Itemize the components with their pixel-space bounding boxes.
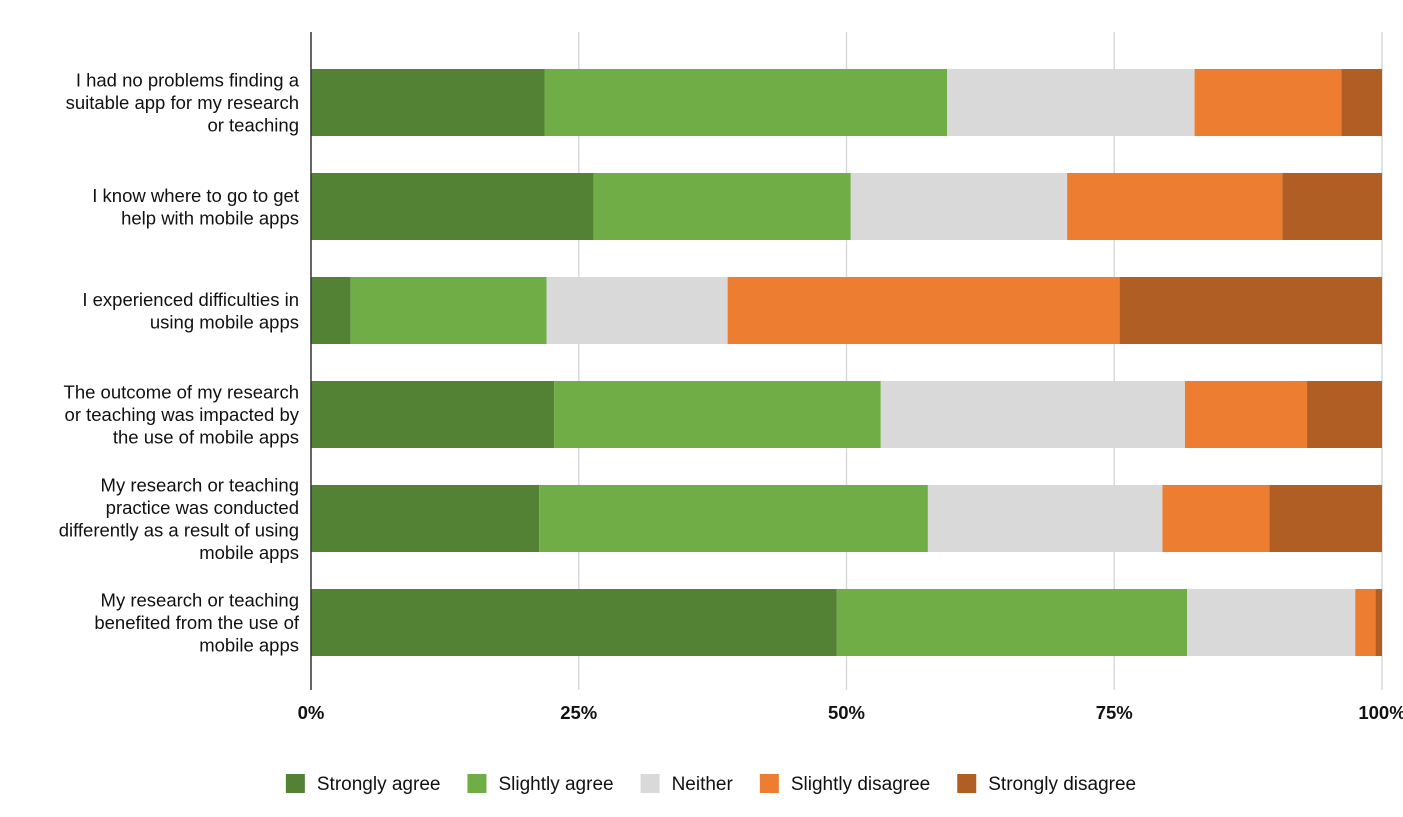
bar-segment bbox=[311, 589, 837, 656]
bar-segment bbox=[539, 485, 928, 552]
bar-segment bbox=[1375, 589, 1382, 656]
bar-segment bbox=[880, 381, 1185, 448]
category-label: I know where to go to get help with mobil… bbox=[92, 185, 299, 229]
x-tick-label: 75% bbox=[1096, 702, 1133, 723]
legend-item: Slightly disagree bbox=[759, 774, 930, 795]
x-axis-tick-labels: 0% 25% 50% 75% 100% bbox=[298, 702, 1403, 723]
category-label: My research or teaching benefited from th… bbox=[94, 590, 300, 656]
bar-segment bbox=[1119, 277, 1382, 344]
legend-swatch bbox=[957, 774, 977, 793]
legend-item: Strongly agree bbox=[285, 774, 441, 795]
bar-segment bbox=[593, 173, 851, 240]
category-label: The outcome of my research or teaching wa… bbox=[64, 382, 300, 448]
legend-label: Slightly agree bbox=[498, 774, 613, 795]
bar-segment bbox=[1269, 485, 1382, 552]
legend-label: Strongly agree bbox=[317, 774, 441, 795]
x-tick-label: 50% bbox=[828, 702, 865, 723]
category-label: I had no problems finding a suitable app … bbox=[66, 70, 300, 136]
bar-segment bbox=[554, 381, 881, 448]
x-tick-label: 100% bbox=[1358, 702, 1403, 723]
legend-item: Strongly disagree bbox=[957, 774, 1136, 795]
bar-segment bbox=[1307, 381, 1382, 448]
legend-swatch bbox=[640, 774, 660, 793]
x-tick-label: 0% bbox=[298, 702, 325, 723]
bar-segment bbox=[1341, 69, 1382, 136]
bar-segment bbox=[1187, 589, 1356, 656]
bar-segment bbox=[927, 485, 1163, 552]
legend-label: Neither bbox=[672, 774, 734, 795]
bar-segment bbox=[836, 589, 1188, 656]
bar-segment bbox=[350, 277, 547, 344]
legend-swatch bbox=[759, 774, 779, 793]
x-tick-label: 25% bbox=[560, 702, 597, 723]
legend-item: Neither bbox=[640, 774, 734, 795]
bar-segment bbox=[311, 381, 555, 448]
bar-segment bbox=[1355, 589, 1376, 656]
bar-segment bbox=[311, 173, 594, 240]
bar-segment bbox=[1282, 173, 1382, 240]
bar-segment bbox=[1067, 173, 1283, 240]
legend-label: Slightly disagree bbox=[791, 774, 930, 795]
legend-swatch bbox=[467, 774, 487, 793]
bar-segment bbox=[311, 69, 545, 136]
bar-segment bbox=[544, 69, 948, 136]
legend-item: Slightly agree bbox=[467, 774, 614, 795]
bar-segment bbox=[850, 173, 1068, 240]
category-label: My research or teaching practice was cond… bbox=[59, 474, 299, 563]
category-labels: I had no problems finding a suitable app … bbox=[59, 70, 300, 656]
legend: Strongly agree Slightly agree Neither Sligh… bbox=[285, 774, 1136, 795]
bar-segment bbox=[727, 277, 1120, 344]
bar-segment bbox=[1162, 485, 1270, 552]
bar-segment bbox=[1184, 381, 1308, 448]
bar-segment bbox=[311, 485, 540, 552]
gridlines bbox=[578, 32, 1383, 690]
legend-swatch bbox=[285, 774, 305, 793]
bar-segment bbox=[311, 277, 351, 344]
bar-segment bbox=[1194, 69, 1342, 136]
bar-segment bbox=[947, 69, 1195, 136]
legend-label: Strongly disagree bbox=[988, 774, 1136, 795]
bar-segment bbox=[546, 277, 728, 344]
bars bbox=[311, 69, 1382, 656]
category-label: I experienced difficulties in using mobil… bbox=[82, 289, 299, 333]
